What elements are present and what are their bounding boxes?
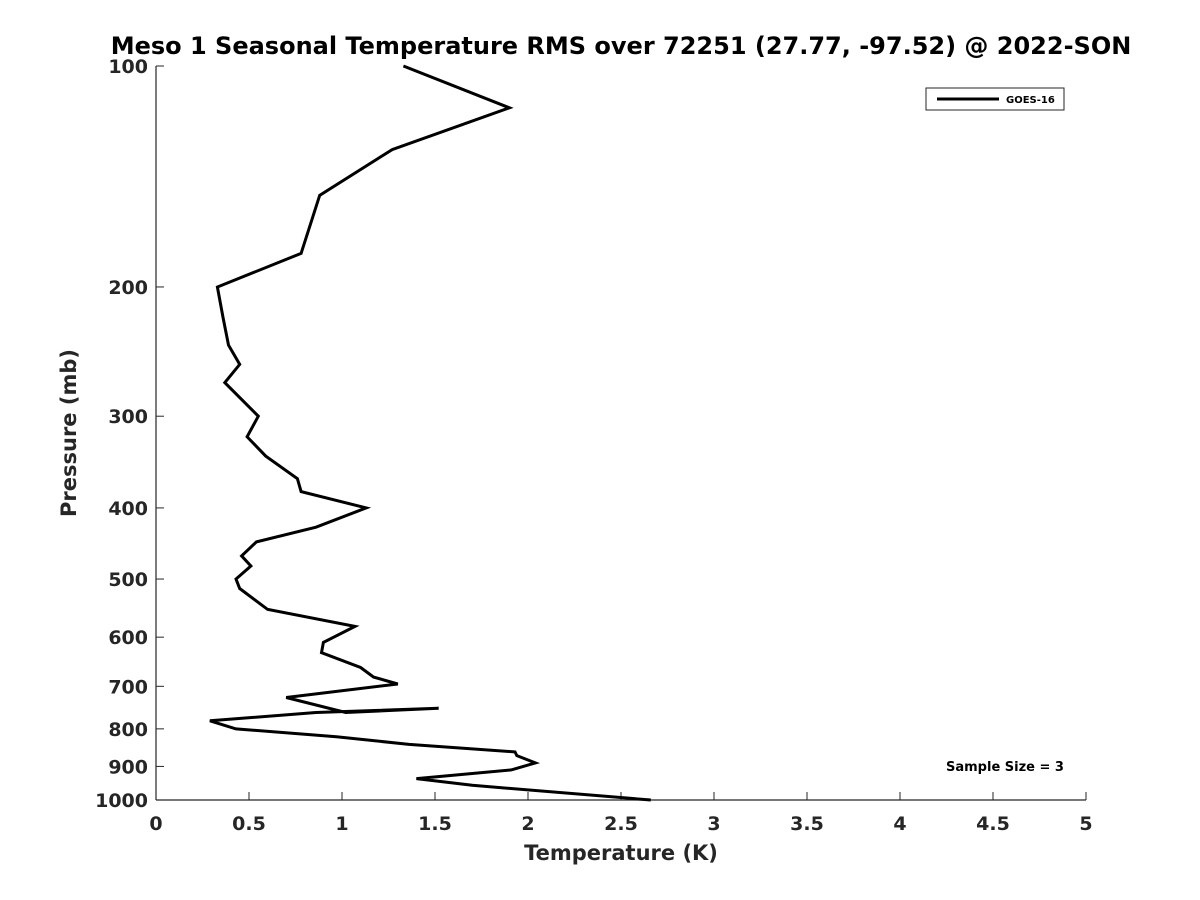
- y-axis-title: Pressure (mb): [57, 349, 81, 517]
- x-tick-label: 4.5: [976, 813, 1010, 835]
- sample-size-annotation: Sample Size = 3: [946, 760, 1064, 775]
- x-ticks: 0 0.5 1 1.5 2 2.5 3 3.5 4 4.5 5: [149, 792, 1093, 835]
- y-tick-label: 900: [108, 756, 148, 778]
- y-tick-label: 100: [108, 56, 148, 78]
- y-tick-label: 400: [108, 498, 148, 520]
- y-tick-label: 600: [108, 627, 148, 649]
- legend: GOES-16: [925, 87, 1065, 111]
- x-tick-label: 3.5: [790, 813, 824, 835]
- x-tick-label: 5: [1079, 813, 1092, 835]
- x-tick-label: 1: [335, 813, 348, 835]
- x-tick-label: 2: [521, 813, 534, 835]
- y-tick-label: 500: [108, 569, 148, 591]
- legend-label: GOES-16: [1006, 95, 1055, 106]
- y-ticks: 100 200 300 400 500 600 700 800 900 1000: [95, 56, 164, 812]
- series-layer: [209, 64, 651, 802]
- y-tick-label: 800: [108, 719, 148, 741]
- y-tick-label: 700: [108, 676, 148, 698]
- x-tick-label: 4: [893, 813, 906, 835]
- x-tick-label: 0: [149, 813, 162, 835]
- x-tick-label: 1.5: [418, 813, 452, 835]
- series-line-goes-16: [209, 64, 651, 802]
- y-tick-label: 200: [108, 277, 148, 299]
- chart-title: Meso 1 Seasonal Temperature RMS over 722…: [111, 32, 1132, 60]
- x-tick-label: 2.5: [604, 813, 638, 835]
- x-tick-label: 3: [707, 813, 720, 835]
- x-tick-label: 0.5: [232, 813, 266, 835]
- x-axis-title: Temperature (K): [524, 841, 718, 865]
- y-tick-label: 300: [108, 406, 148, 428]
- y-tick-label: 1000: [95, 790, 148, 812]
- axes: [155, 66, 1086, 801]
